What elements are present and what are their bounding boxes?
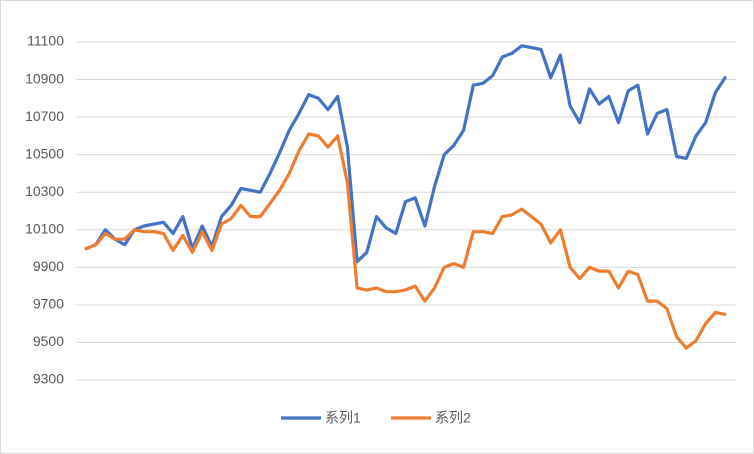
- y-tick-label: 10900: [25, 70, 64, 86]
- legend-label: 系列1: [325, 410, 361, 426]
- y-tick-label: 11100: [27, 33, 64, 49]
- series-line: [84, 132, 727, 350]
- y-tick-label: 10100: [25, 220, 64, 236]
- y-tick-label: 10300: [25, 183, 64, 199]
- y-tick-label: 9500: [33, 333, 64, 349]
- y-tick-label: 9700: [33, 296, 64, 312]
- y-tick-label: 10700: [25, 108, 64, 124]
- legend-label: 系列2: [435, 410, 471, 426]
- y-tick-label: 10500: [25, 145, 64, 161]
- y-tick-label: 9900: [33, 258, 64, 274]
- y-tick-label: 9300: [33, 371, 64, 387]
